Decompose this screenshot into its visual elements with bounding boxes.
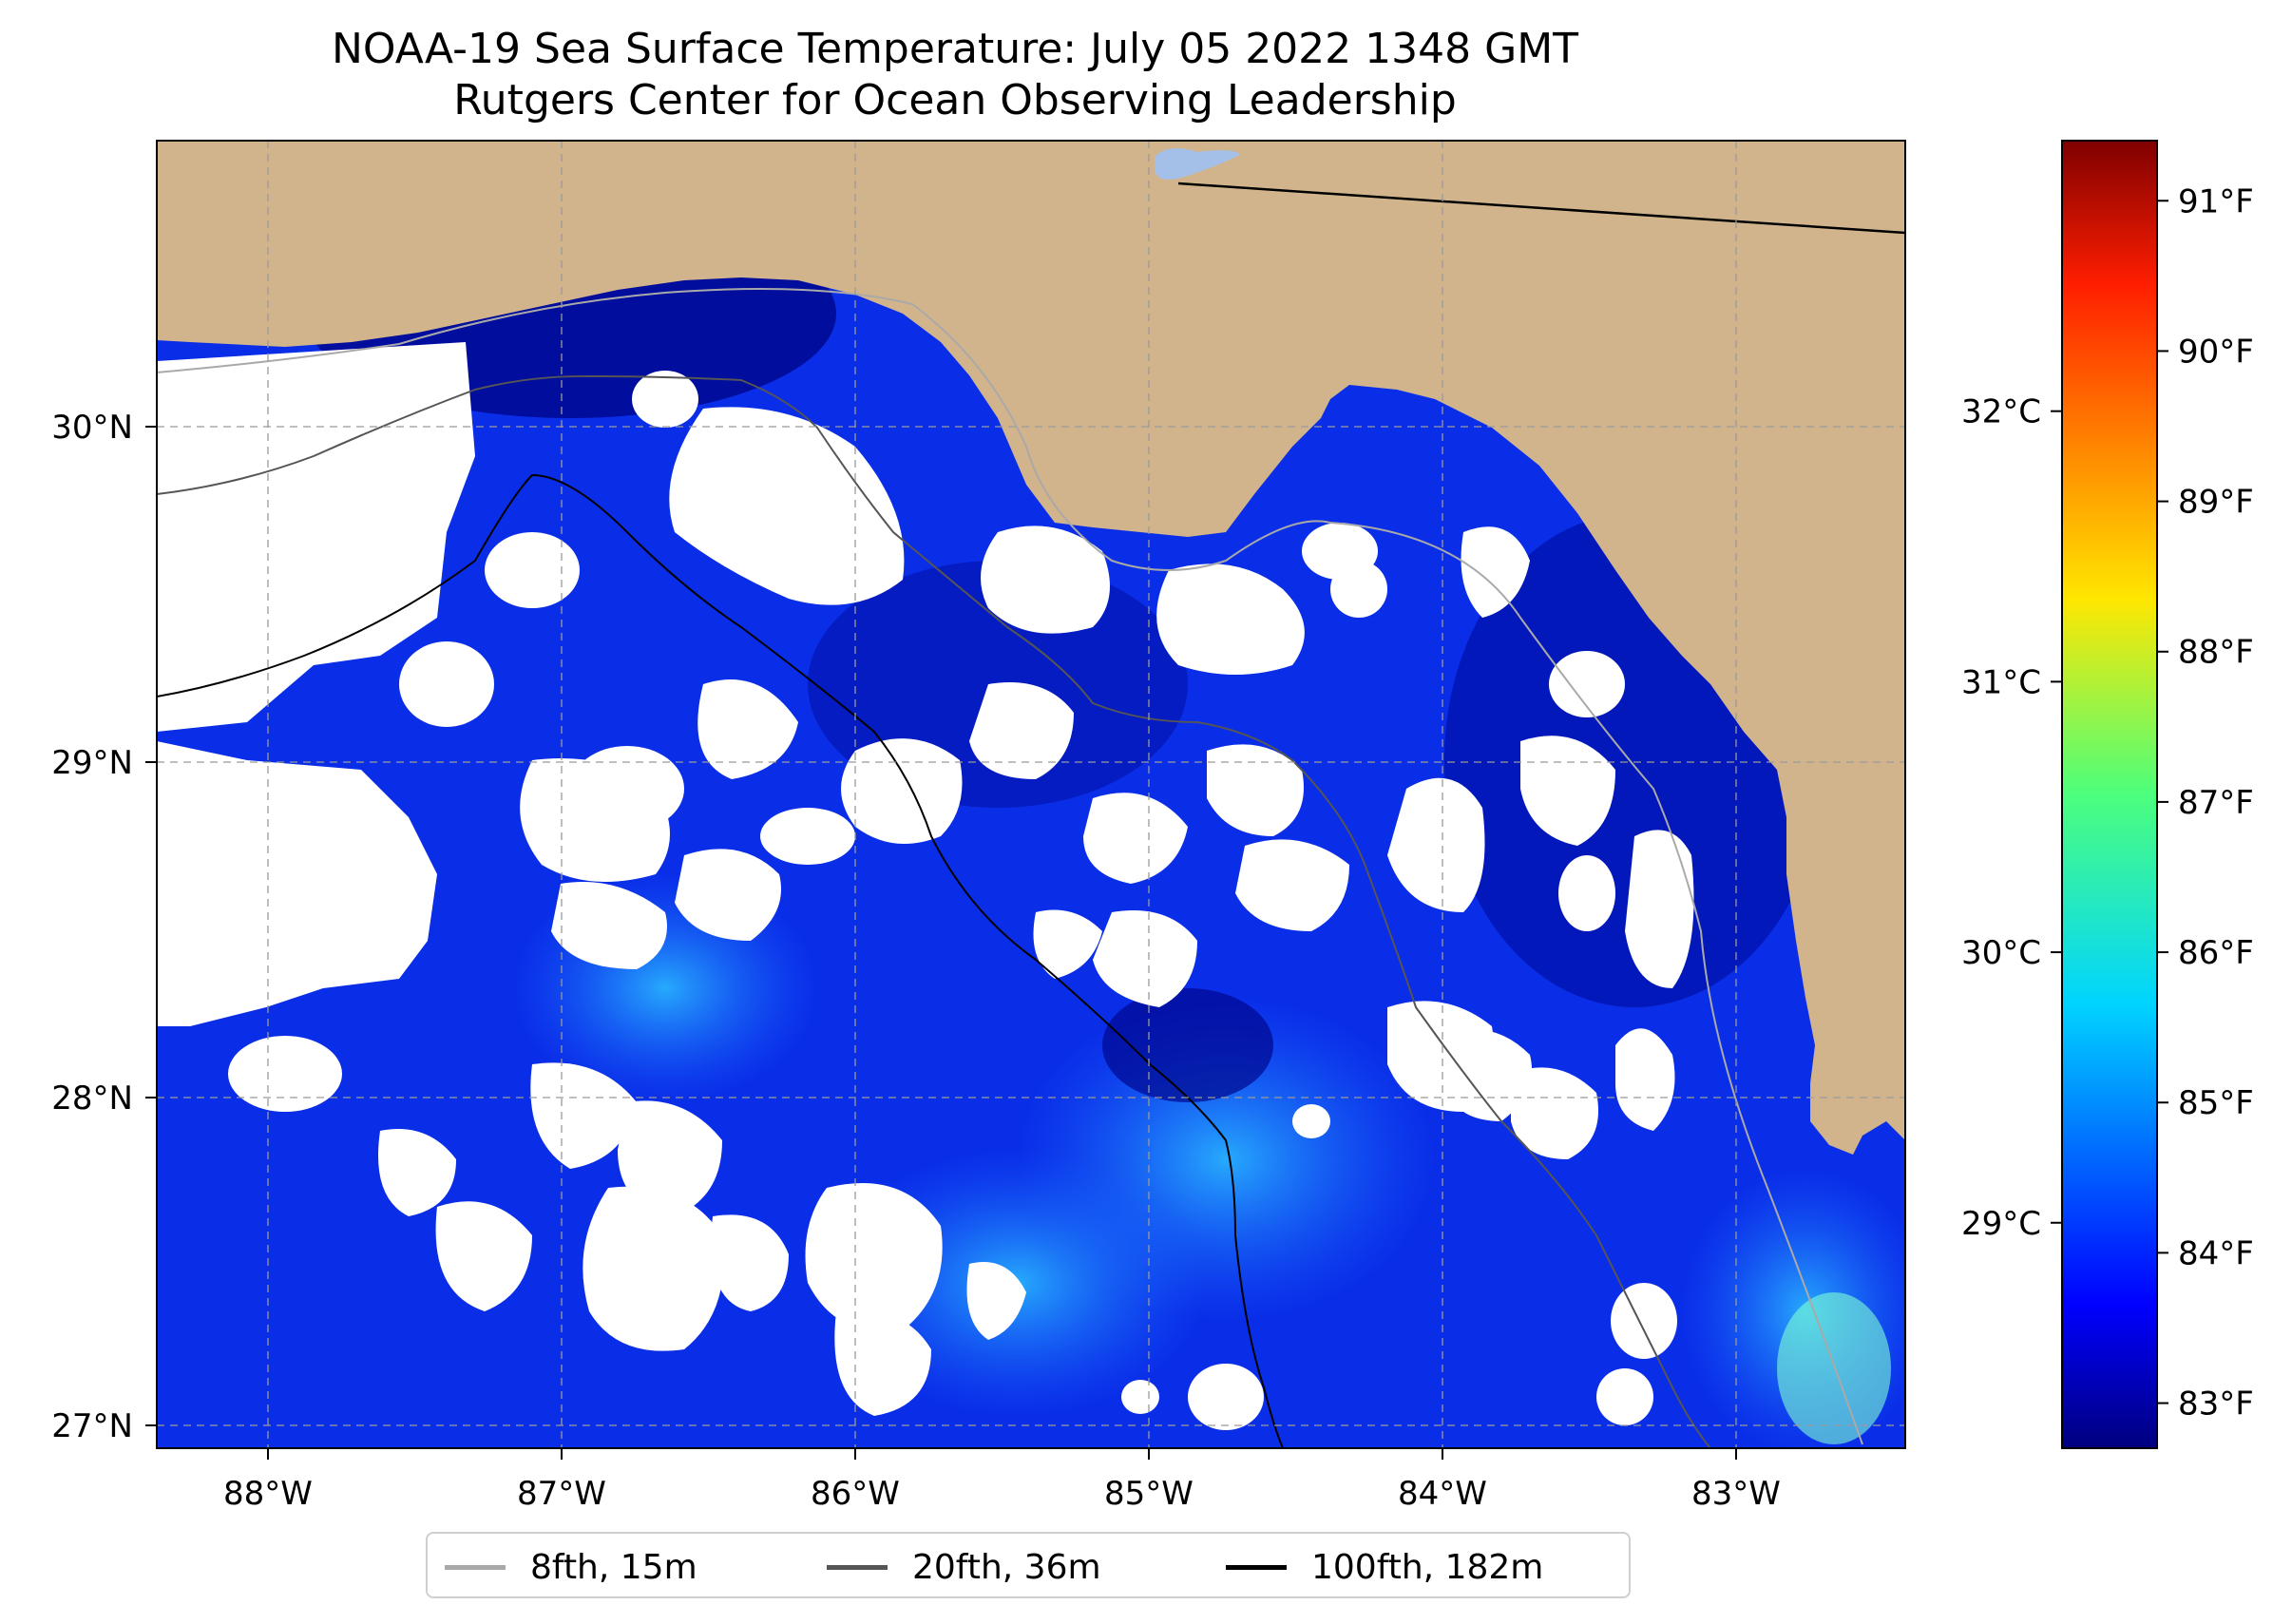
lat-label-28n: 28°N xyxy=(51,1079,133,1118)
colorbar-f-label: 89°F xyxy=(2178,484,2254,522)
colorbar-c-label: 31°C xyxy=(1961,663,2041,701)
longitude-ticks xyxy=(267,1448,1737,1460)
colorbar-f-label: 87°F xyxy=(2178,784,2254,822)
cloud-mask xyxy=(157,342,1694,1430)
legend-swatch-8fth xyxy=(445,1564,506,1570)
colorbar-f-label: 86°F xyxy=(2178,934,2254,972)
legend-label-8fth: 8fth, 15m xyxy=(530,1547,697,1587)
lat-label-27n: 27°N xyxy=(51,1407,133,1445)
lon-label-88w: 88°W xyxy=(223,1475,313,1513)
legend-swatch-100fth xyxy=(1226,1564,1287,1570)
lon-label-87w: 87°W xyxy=(517,1475,606,1513)
map-plot-area xyxy=(157,141,1905,1448)
colorbar-c-label: 32°C xyxy=(1961,393,2041,431)
map-title: NOAA-19 Sea Surface Temperature: July 05… xyxy=(331,25,1579,73)
colorbar-f-label: 90°F xyxy=(2178,333,2254,371)
latitude-ticks xyxy=(145,426,157,1426)
lat-label-30n: 30°N xyxy=(51,409,133,447)
land xyxy=(157,141,1905,1155)
lat-label-29n: 29°N xyxy=(51,744,133,782)
map-subtitle: Rutgers Center for Ocean Observing Leade… xyxy=(453,76,1457,124)
colorbar-f-label: 85°F xyxy=(2178,1084,2254,1122)
isobath-lines xyxy=(157,182,1905,1448)
legend-item-100fth: 100fth, 182m xyxy=(1226,1543,1543,1591)
colorbar-celsius-scale: 29°C 30°C 31°C 32°C xyxy=(1961,393,2062,1243)
lon-label-85w: 85°W xyxy=(1104,1475,1194,1513)
colorbar-c-label: 30°C xyxy=(1961,934,2041,972)
lon-label-83w: 83°W xyxy=(1691,1475,1781,1513)
legend-item-8fth: 8fth, 15m xyxy=(445,1543,697,1591)
legend-label-100fth: 100fth, 182m xyxy=(1311,1547,1544,1587)
map-gridlines xyxy=(157,141,1905,1448)
lon-label-84w: 84°W xyxy=(1398,1475,1487,1513)
colorbar-f-label: 83°F xyxy=(2178,1385,2254,1423)
map-frame xyxy=(156,140,1906,1449)
lake xyxy=(1155,148,1240,180)
colorbar-c-label: 29°C xyxy=(1961,1205,2041,1243)
lon-label-86w: 86°W xyxy=(811,1475,900,1513)
legend-swatch-20fth xyxy=(827,1564,888,1570)
colorbar-f-label: 88°F xyxy=(2178,634,2254,672)
colorbar xyxy=(2061,140,2158,1449)
isobath-legend: 8fth, 15m 20fth, 36m 100fth, 182m xyxy=(426,1532,1631,1598)
colorbar-f-label: 91°F xyxy=(2178,182,2254,220)
legend-label-20fth: 20fth, 36m xyxy=(912,1547,1101,1587)
colorbar-fahrenheit-scale: 83°F 84°F 85°F 86°F 87°F 88°F 89°F 90°F 91°F xyxy=(2157,182,2254,1423)
colorbar-f-label: 84°F xyxy=(2178,1234,2254,1272)
legend-item-20fth: 20fth, 36m xyxy=(827,1543,1101,1591)
